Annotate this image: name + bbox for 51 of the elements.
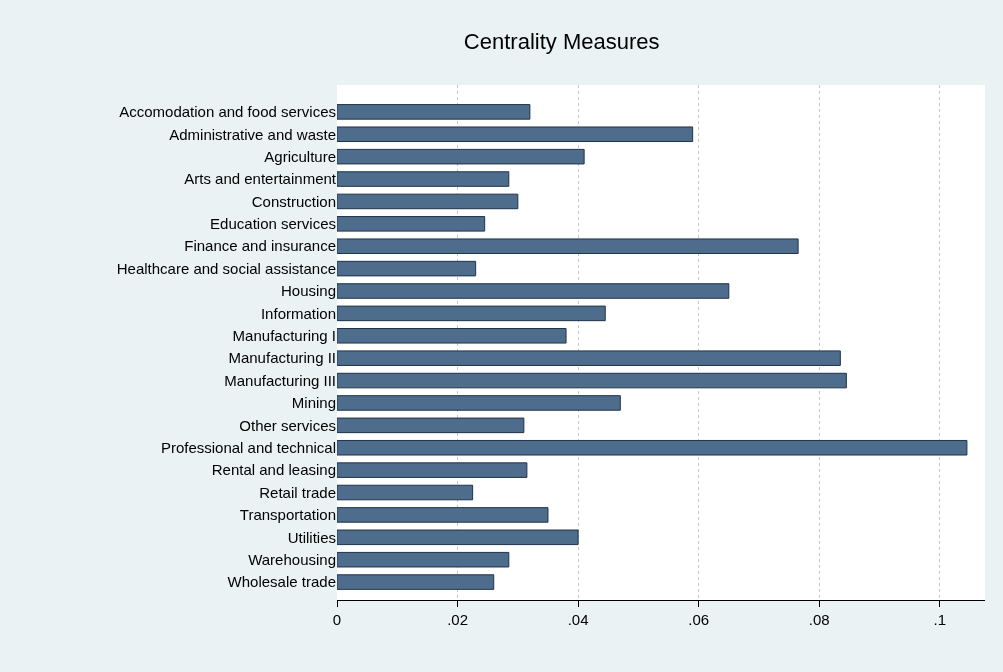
x-tick-label: .02 [447,611,468,628]
bar [337,551,510,568]
y-tick-label: Rental and leasing [211,461,336,479]
y-tick-label: Wholesale trade [227,573,336,591]
bar [337,104,531,120]
y-tick-label: Housing [280,282,336,300]
y-tick-label: Professional and technical [160,438,336,456]
bar [337,395,621,411]
bar [337,529,579,546]
bar [337,216,486,232]
x-tick-label: .08 [808,611,830,628]
x-tick-label: .1 [933,611,947,628]
y-tick-label: Retail trade [259,483,336,501]
bar [337,148,585,165]
y-tick-label: Transportation [239,506,336,524]
y-tick-label: Warehousing [248,550,336,568]
x-tick-label: .04 [567,611,589,628]
bar [337,171,510,187]
y-tick-label: Manufacturing I [232,327,336,345]
y-tick-label: Healthcare and social assistance [116,259,336,277]
bar [337,350,841,366]
bar [337,372,847,389]
y-tick-label: Construction [251,192,336,210]
bar [337,507,549,523]
y-tick-label: Education services [210,215,336,233]
bar [337,417,525,434]
y-tick-label: Information [260,304,336,322]
bar [337,484,474,501]
y-tick-label: Accomodation and food services [119,103,336,121]
y-tick-label: Administrative and waste [169,125,336,143]
y-tick-label: Other services [239,416,336,434]
bar [337,462,528,478]
x-tick-label: .06 [688,611,710,628]
y-tick-label: Manufacturing III [224,371,336,389]
bar [337,305,606,322]
y-tick-label: Mining [291,394,336,412]
chart-title: Centrality Measures [463,29,660,54]
bar [337,193,519,210]
bar [337,574,495,590]
bar [337,260,477,277]
bar [337,238,799,254]
y-tick-label: Utilities [287,528,336,546]
bar [337,328,567,344]
bar [337,439,968,456]
y-tick-label: Finance and insurance [184,237,336,255]
y-tick-label: Manufacturing II [228,349,336,367]
y-tick-label: Agriculture [264,147,336,165]
bar [337,126,694,143]
y-tick-label: Arts and entertainment [184,170,337,188]
bar [337,283,730,299]
x-tick-label: 0 [332,611,342,628]
